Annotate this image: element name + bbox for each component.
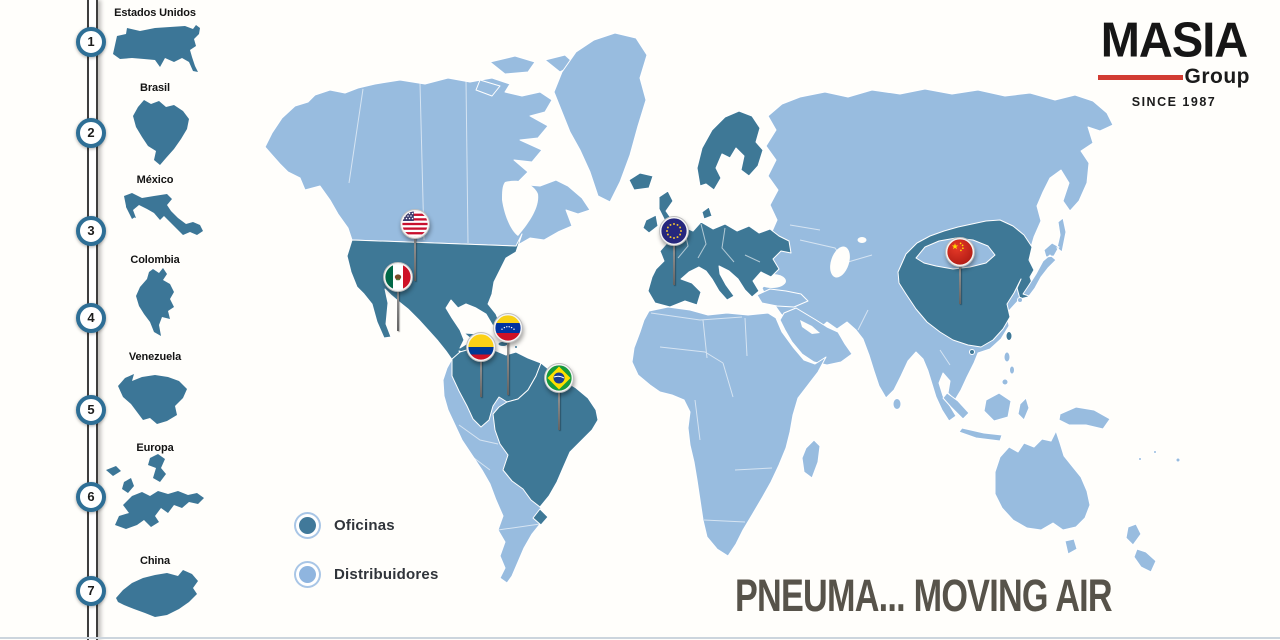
pin-colombia bbox=[466, 332, 496, 397]
pin-brazil bbox=[544, 363, 574, 430]
sidebar-label-china: China bbox=[139, 555, 171, 567]
region-australia bbox=[994, 430, 1157, 573]
logo-brand-text: MASIA bbox=[1100, 11, 1248, 68]
pin-stick bbox=[414, 236, 416, 281]
pin-europe bbox=[659, 216, 689, 285]
step-number-2: 2 bbox=[76, 118, 106, 148]
step-number-6: 6 bbox=[76, 482, 106, 512]
bottom-divider bbox=[0, 637, 1280, 639]
brazil-flag-icon bbox=[544, 363, 574, 393]
step-number-7: 7 bbox=[76, 576, 106, 606]
tagline: PNEUMA... MOVING AIR bbox=[735, 570, 1113, 621]
colombia-silhouette-icon bbox=[136, 268, 174, 336]
masia-group-logo: MASIA Group SINCE 1987 bbox=[1098, 11, 1250, 109]
pin-stick bbox=[558, 390, 560, 430]
pin-venezuela bbox=[493, 313, 523, 395]
eu-flag-icon bbox=[659, 216, 689, 246]
pin-stick bbox=[673, 243, 675, 285]
colombia-flag-icon bbox=[466, 332, 496, 362]
step-number-1: 1 bbox=[76, 27, 106, 57]
legend-label: Oficinas bbox=[334, 517, 395, 534]
region-greenland bbox=[553, 32, 648, 203]
mexico-silhouette-icon bbox=[124, 193, 203, 235]
logo-since-text: SINCE 1987 bbox=[1131, 95, 1217, 109]
usa-flag-icon bbox=[400, 209, 430, 239]
pin-stick bbox=[480, 359, 482, 397]
venezuela-flag-icon bbox=[493, 313, 523, 343]
region-brazil bbox=[492, 362, 599, 508]
pin-stick bbox=[507, 340, 509, 395]
pin-mexico bbox=[383, 262, 413, 331]
usa-silhouette-icon bbox=[113, 25, 200, 72]
legend-item-distribuidores: Distribuidores bbox=[294, 561, 438, 588]
distributor-marker-icon bbox=[299, 566, 316, 583]
sidebar-label-colombia: Colombia bbox=[130, 254, 180, 266]
sidebar-label-mexico: México bbox=[136, 174, 174, 186]
brazil-silhouette-icon bbox=[133, 100, 189, 165]
legend-item-oficinas: Oficinas bbox=[294, 512, 438, 539]
pin-stick bbox=[397, 289, 399, 331]
legend-label: Distribuidores bbox=[334, 566, 439, 583]
sidebar-label-brasil: Brasil bbox=[140, 82, 170, 94]
region-africa bbox=[631, 306, 827, 557]
europe-silhouette-icon bbox=[106, 454, 204, 529]
logo-red-line bbox=[1098, 74, 1183, 80]
sidebar-label-estados-unidos: Estados Unidos bbox=[114, 7, 196, 19]
office-marker-icon bbox=[299, 517, 316, 534]
pin-china bbox=[945, 237, 975, 304]
map-legend: Oficinas Distribuidores bbox=[294, 512, 438, 610]
china-silhouette-icon bbox=[116, 570, 198, 617]
step-number-3: 3 bbox=[76, 216, 106, 246]
logo-group-text: Group bbox=[1184, 65, 1250, 88]
step-number-5: 5 bbox=[76, 395, 106, 425]
pin-usa bbox=[400, 209, 430, 281]
china-flag-icon bbox=[945, 237, 975, 267]
mexico-flag-icon bbox=[383, 262, 413, 292]
sidebar-label-venezuela: Venezuela bbox=[128, 351, 182, 363]
step-number-4: 4 bbox=[76, 303, 106, 333]
sidebar-label-europa: Europa bbox=[136, 442, 174, 454]
venezuela-silhouette-icon bbox=[118, 374, 187, 424]
pin-stick bbox=[959, 264, 961, 304]
